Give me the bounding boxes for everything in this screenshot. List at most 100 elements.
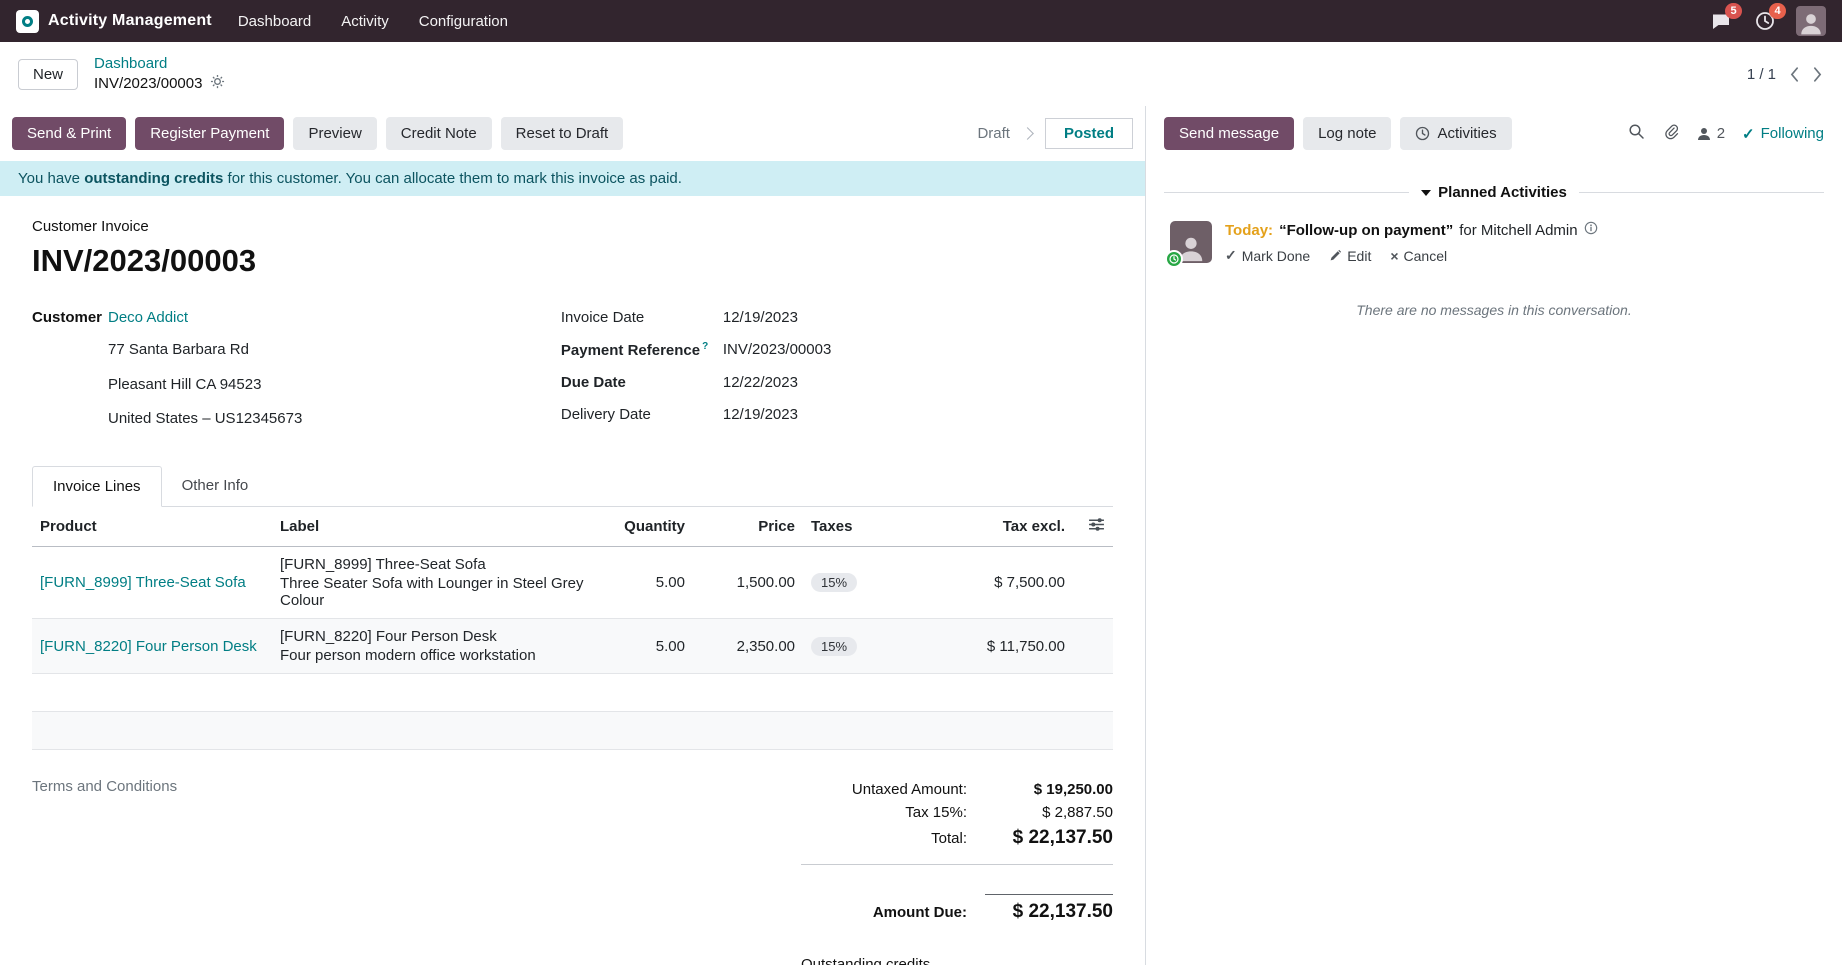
invoice-line-row[interactable]: [FURN_8999] Three-Seat Sofa [FURN_8999] …: [32, 546, 1113, 619]
invoice-info-columns: Customer Deco Addict 77 Santa Barbara Rd…: [32, 309, 1113, 438]
credit-note-button[interactable]: Credit Note: [385, 117, 492, 150]
total-label: Untaxed Amount:: [851, 781, 967, 798]
divider-line: [1578, 192, 1824, 193]
breadcrumb: Dashboard INV/2023/00003: [94, 54, 225, 94]
nav-item-activity[interactable]: Activity: [341, 12, 389, 30]
empty-line-row: [32, 673, 1113, 712]
line-subtotal: $ 7,500.00: [913, 546, 1073, 619]
tax-amount-value: $ 2,887.50: [1042, 804, 1113, 821]
attachment-icon[interactable]: [1662, 123, 1679, 144]
app-name[interactable]: Activity Management: [48, 12, 212, 29]
totals-block: Untaxed Amount: $ 19,250.00 Tax 15%: $ 2…: [801, 778, 1113, 965]
line-description[interactable]: Four person modern office workstation: [280, 647, 536, 664]
sheet-footer: Terms and Conditions Untaxed Amount: $ 1…: [32, 778, 1113, 965]
outstanding-credits-block: Outstanding credits Add RINV/2023/00004 …: [801, 956, 1113, 965]
messages-icon[interactable]: 5: [1708, 3, 1742, 34]
planned-activities-toggle[interactable]: Planned Activities: [1421, 184, 1567, 201]
info-icon[interactable]: [1584, 221, 1598, 239]
column-price[interactable]: Price: [693, 507, 803, 547]
total-value: $ 22,137.50: [1012, 827, 1113, 848]
log-note-button[interactable]: Log note: [1303, 117, 1392, 150]
edit-activity-button[interactable]: Edit: [1329, 248, 1371, 264]
line-quantity[interactable]: 5.00: [593, 546, 693, 619]
untaxed-amount-value: $ 19,250.00: [1033, 781, 1113, 798]
new-button[interactable]: New: [18, 58, 79, 90]
notebook-tabs: Invoice Lines Other Info: [32, 466, 1113, 507]
search-icon[interactable]: [1628, 123, 1645, 144]
product-link[interactable]: [FURN_8220] Four Person Desk: [40, 637, 257, 655]
register-payment-button[interactable]: Register Payment: [135, 117, 285, 150]
send-message-button[interactable]: Send message: [1164, 117, 1295, 150]
following-toggle[interactable]: ✓ Following: [1742, 125, 1824, 143]
invoice-lines-table: Product Label Quantity Price Taxes Tax e…: [32, 507, 1113, 750]
app-icon[interactable]: [16, 9, 39, 33]
due-date-value[interactable]: 12/22/2023: [722, 374, 798, 391]
nav-item-configuration[interactable]: Configuration: [418, 12, 508, 30]
column-product[interactable]: Product: [32, 507, 272, 547]
terms-and-conditions[interactable]: Terms and Conditions: [32, 778, 178, 795]
chatter-toolbar: Send message Log note Activities 2 ✓: [1164, 117, 1824, 150]
send-print-button[interactable]: Send & Print: [12, 117, 127, 150]
line-price[interactable]: 1,500.00: [693, 546, 803, 619]
customer-address-line: 77 Santa Barbara Rd: [108, 341, 249, 359]
customer-block: Customer Deco Addict 77 Santa Barbara Rd…: [32, 309, 551, 438]
field-label: Invoice Date: [560, 309, 645, 326]
customer-label: Customer: [32, 309, 103, 326]
pager: 1 / 1: [1747, 66, 1824, 83]
gear-icon[interactable]: [210, 74, 225, 95]
reset-to-draft-button[interactable]: Reset to Draft: [500, 117, 624, 150]
pager-previous-icon[interactable]: [1788, 66, 1800, 83]
user-avatar[interactable]: [1796, 6, 1826, 36]
top-navbar: Activity Management Dashboard Activity C…: [0, 0, 1842, 42]
column-subtotal[interactable]: Tax excl.: [913, 507, 1073, 547]
statusbar: Send & Print Register Payment Preview Cr…: [0, 106, 1145, 161]
product-link[interactable]: [FURN_8999] Three-Seat Sofa: [40, 574, 246, 591]
mark-done-button[interactable]: ✓ Mark Done: [1225, 247, 1311, 264]
app-brand[interactable]: Activity Management: [16, 9, 212, 33]
followers-counter[interactable]: 2: [1696, 125, 1725, 142]
activities-button[interactable]: Activities: [1400, 117, 1512, 150]
check-icon: ✓: [1225, 247, 1237, 263]
preview-button[interactable]: Preview: [293, 117, 377, 150]
invoice-fields: Invoice Date 12/19/2023 Payment Referenc…: [551, 309, 1113, 438]
nav-item-dashboard[interactable]: Dashboard: [237, 12, 312, 30]
invoice-sheet: Customer Invoice INV/2023/00003 Customer…: [0, 196, 1145, 965]
activity-actions: ✓ Mark Done Edit × Cancel: [1225, 247, 1598, 264]
breadcrumb-current: INV/2023/00003: [94, 75, 203, 92]
cancel-activity-button[interactable]: × Cancel: [1390, 247, 1448, 264]
pager-value: 1 / 1: [1746, 65, 1776, 83]
pager-next-icon[interactable]: [1812, 66, 1824, 83]
messages-badge: 5: [1725, 3, 1742, 19]
line-label[interactable]: [FURN_8220] Four Person Desk: [280, 628, 497, 645]
nav-right: 5 4: [1708, 3, 1826, 36]
help-icon[interactable]: ?: [702, 341, 709, 352]
payment-reference-value[interactable]: INV/2023/00003: [722, 341, 832, 358]
tax-amount-row: Tax 15%: $ 2,887.50: [801, 801, 1113, 824]
column-label[interactable]: Label: [272, 507, 593, 547]
column-taxes[interactable]: Taxes: [803, 507, 913, 547]
breadcrumb-dashboard-link[interactable]: Dashboard: [94, 55, 168, 72]
line-description[interactable]: Three Seater Sofa with Lounger in Steel …: [280, 575, 584, 609]
tax-badge[interactable]: 15%: [811, 636, 858, 656]
empty-line-row: [32, 711, 1113, 750]
banner-text-bold: outstanding credits: [84, 170, 224, 187]
line-price[interactable]: 2,350.00: [693, 618, 803, 674]
customer-link[interactable]: Deco Addict: [108, 309, 189, 326]
activities-clock-icon[interactable]: 4: [1752, 3, 1786, 34]
chatter-panel: Send message Log note Activities 2 ✓: [1146, 106, 1842, 965]
tax-badge[interactable]: 15%: [811, 573, 858, 592]
delivery-date-value[interactable]: 12/19/2023: [722, 406, 798, 423]
line-label[interactable]: [FURN_8999] Three-Seat Sofa: [280, 556, 486, 573]
invoice-date-value[interactable]: 12/19/2023: [722, 309, 798, 326]
tab-other-info[interactable]: Other Info: [181, 477, 249, 494]
tab-invoice-lines[interactable]: Invoice Lines: [32, 466, 162, 507]
activity-avatar: [1165, 221, 1212, 268]
line-quantity[interactable]: 5.00: [593, 618, 693, 674]
status-draft[interactable]: Draft: [977, 125, 1010, 142]
optional-columns-icon[interactable]: [1088, 516, 1105, 537]
planned-activities-header: Planned Activities: [1164, 184, 1824, 201]
total-label: Tax 15%:: [905, 804, 967, 821]
activity-assignee: for Mitchell Admin: [1459, 221, 1578, 239]
column-quantity[interactable]: Quantity: [593, 507, 693, 547]
invoice-line-row[interactable]: [FURN_8220] Four Person Desk [FURN_8220]…: [32, 618, 1113, 674]
